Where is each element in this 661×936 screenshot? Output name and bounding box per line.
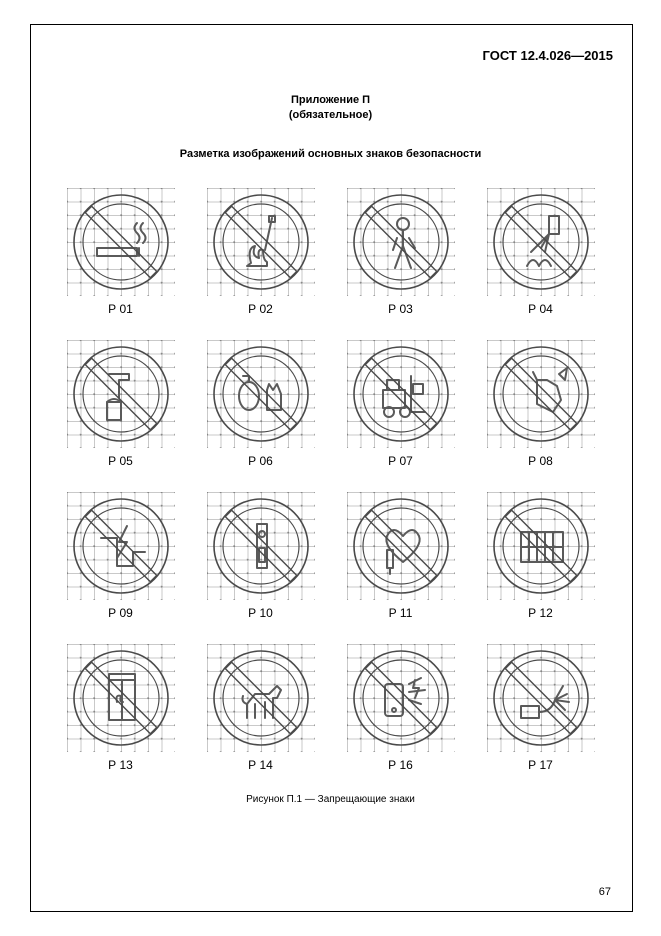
figure-caption: Рисунок П.1 — Запрещающие знаки xyxy=(48,794,613,805)
prohibition-sign-icon xyxy=(487,340,595,448)
sign-cell: Р 12 xyxy=(486,492,596,620)
prohibition-sign-icon xyxy=(347,188,455,296)
signs-grid: Р 01 Р 02 Р 03 Р 04 xyxy=(48,188,613,772)
sign-cell: Р 02 xyxy=(206,188,316,316)
prohibition-sign-icon xyxy=(207,188,315,296)
prohibition-sign-icon xyxy=(67,492,175,600)
prohibition-sign-icon xyxy=(487,492,595,600)
sign-code-label: Р 09 xyxy=(108,606,133,620)
prohibition-sign-icon xyxy=(347,644,455,752)
sign-code-label: Р 14 xyxy=(248,758,273,772)
prohibition-sign-icon xyxy=(207,492,315,600)
sign-cell: Р 01 xyxy=(66,188,176,316)
sign-cell: Р 04 xyxy=(486,188,596,316)
sign-code-label: Р 03 xyxy=(388,302,413,316)
prohibition-sign-icon xyxy=(67,188,175,296)
sign-cell: Р 09 xyxy=(66,492,176,620)
sign-cell: Р 03 xyxy=(346,188,456,316)
page-number: 67 xyxy=(599,886,611,898)
sign-code-label: Р 12 xyxy=(528,606,553,620)
sign-code-label: Р 01 xyxy=(108,302,133,316)
sign-code-label: Р 07 xyxy=(388,454,413,468)
prohibition-sign-icon xyxy=(487,188,595,296)
sign-code-label: Р 04 xyxy=(528,302,553,316)
sign-code-label: Р 08 xyxy=(528,454,553,468)
prohibition-sign-icon xyxy=(347,340,455,448)
document-number: ГОСТ 12.4.026—2015 xyxy=(48,48,613,63)
prohibition-sign-icon xyxy=(207,340,315,448)
sign-code-label: Р 02 xyxy=(248,302,273,316)
sign-cell: Р 17 xyxy=(486,644,596,772)
sign-cell: Р 07 xyxy=(346,340,456,468)
sign-cell: Р 06 xyxy=(206,340,316,468)
prohibition-sign-icon xyxy=(67,340,175,448)
sign-cell: Р 14 xyxy=(206,644,316,772)
prohibition-sign-icon xyxy=(207,644,315,752)
appendix-heading: Приложение П (обязательное) xyxy=(48,93,613,124)
sign-code-label: Р 05 xyxy=(108,454,133,468)
sign-cell: Р 10 xyxy=(206,492,316,620)
prohibition-sign-icon xyxy=(67,644,175,752)
prohibition-sign-icon xyxy=(347,492,455,600)
sign-code-label: Р 06 xyxy=(248,454,273,468)
sign-code-label: Р 17 xyxy=(528,758,553,772)
appendix-sublabel: (обязательное) xyxy=(289,109,372,121)
sign-code-label: Р 16 xyxy=(388,758,413,772)
sign-cell: Р 11 xyxy=(346,492,456,620)
sign-code-label: Р 13 xyxy=(108,758,133,772)
prohibition-sign-icon xyxy=(487,644,595,752)
sign-cell: Р 08 xyxy=(486,340,596,468)
appendix-label: Приложение П xyxy=(291,94,370,106)
sign-cell: Р 05 xyxy=(66,340,176,468)
sign-code-label: Р 10 xyxy=(248,606,273,620)
page: ГОСТ 12.4.026—2015 Приложение П (обязате… xyxy=(0,0,661,936)
sign-cell: Р 16 xyxy=(346,644,456,772)
sign-cell: Р 13 xyxy=(66,644,176,772)
section-title: Разметка изображений основных знаков без… xyxy=(48,148,613,160)
sign-code-label: Р 11 xyxy=(389,606,413,620)
